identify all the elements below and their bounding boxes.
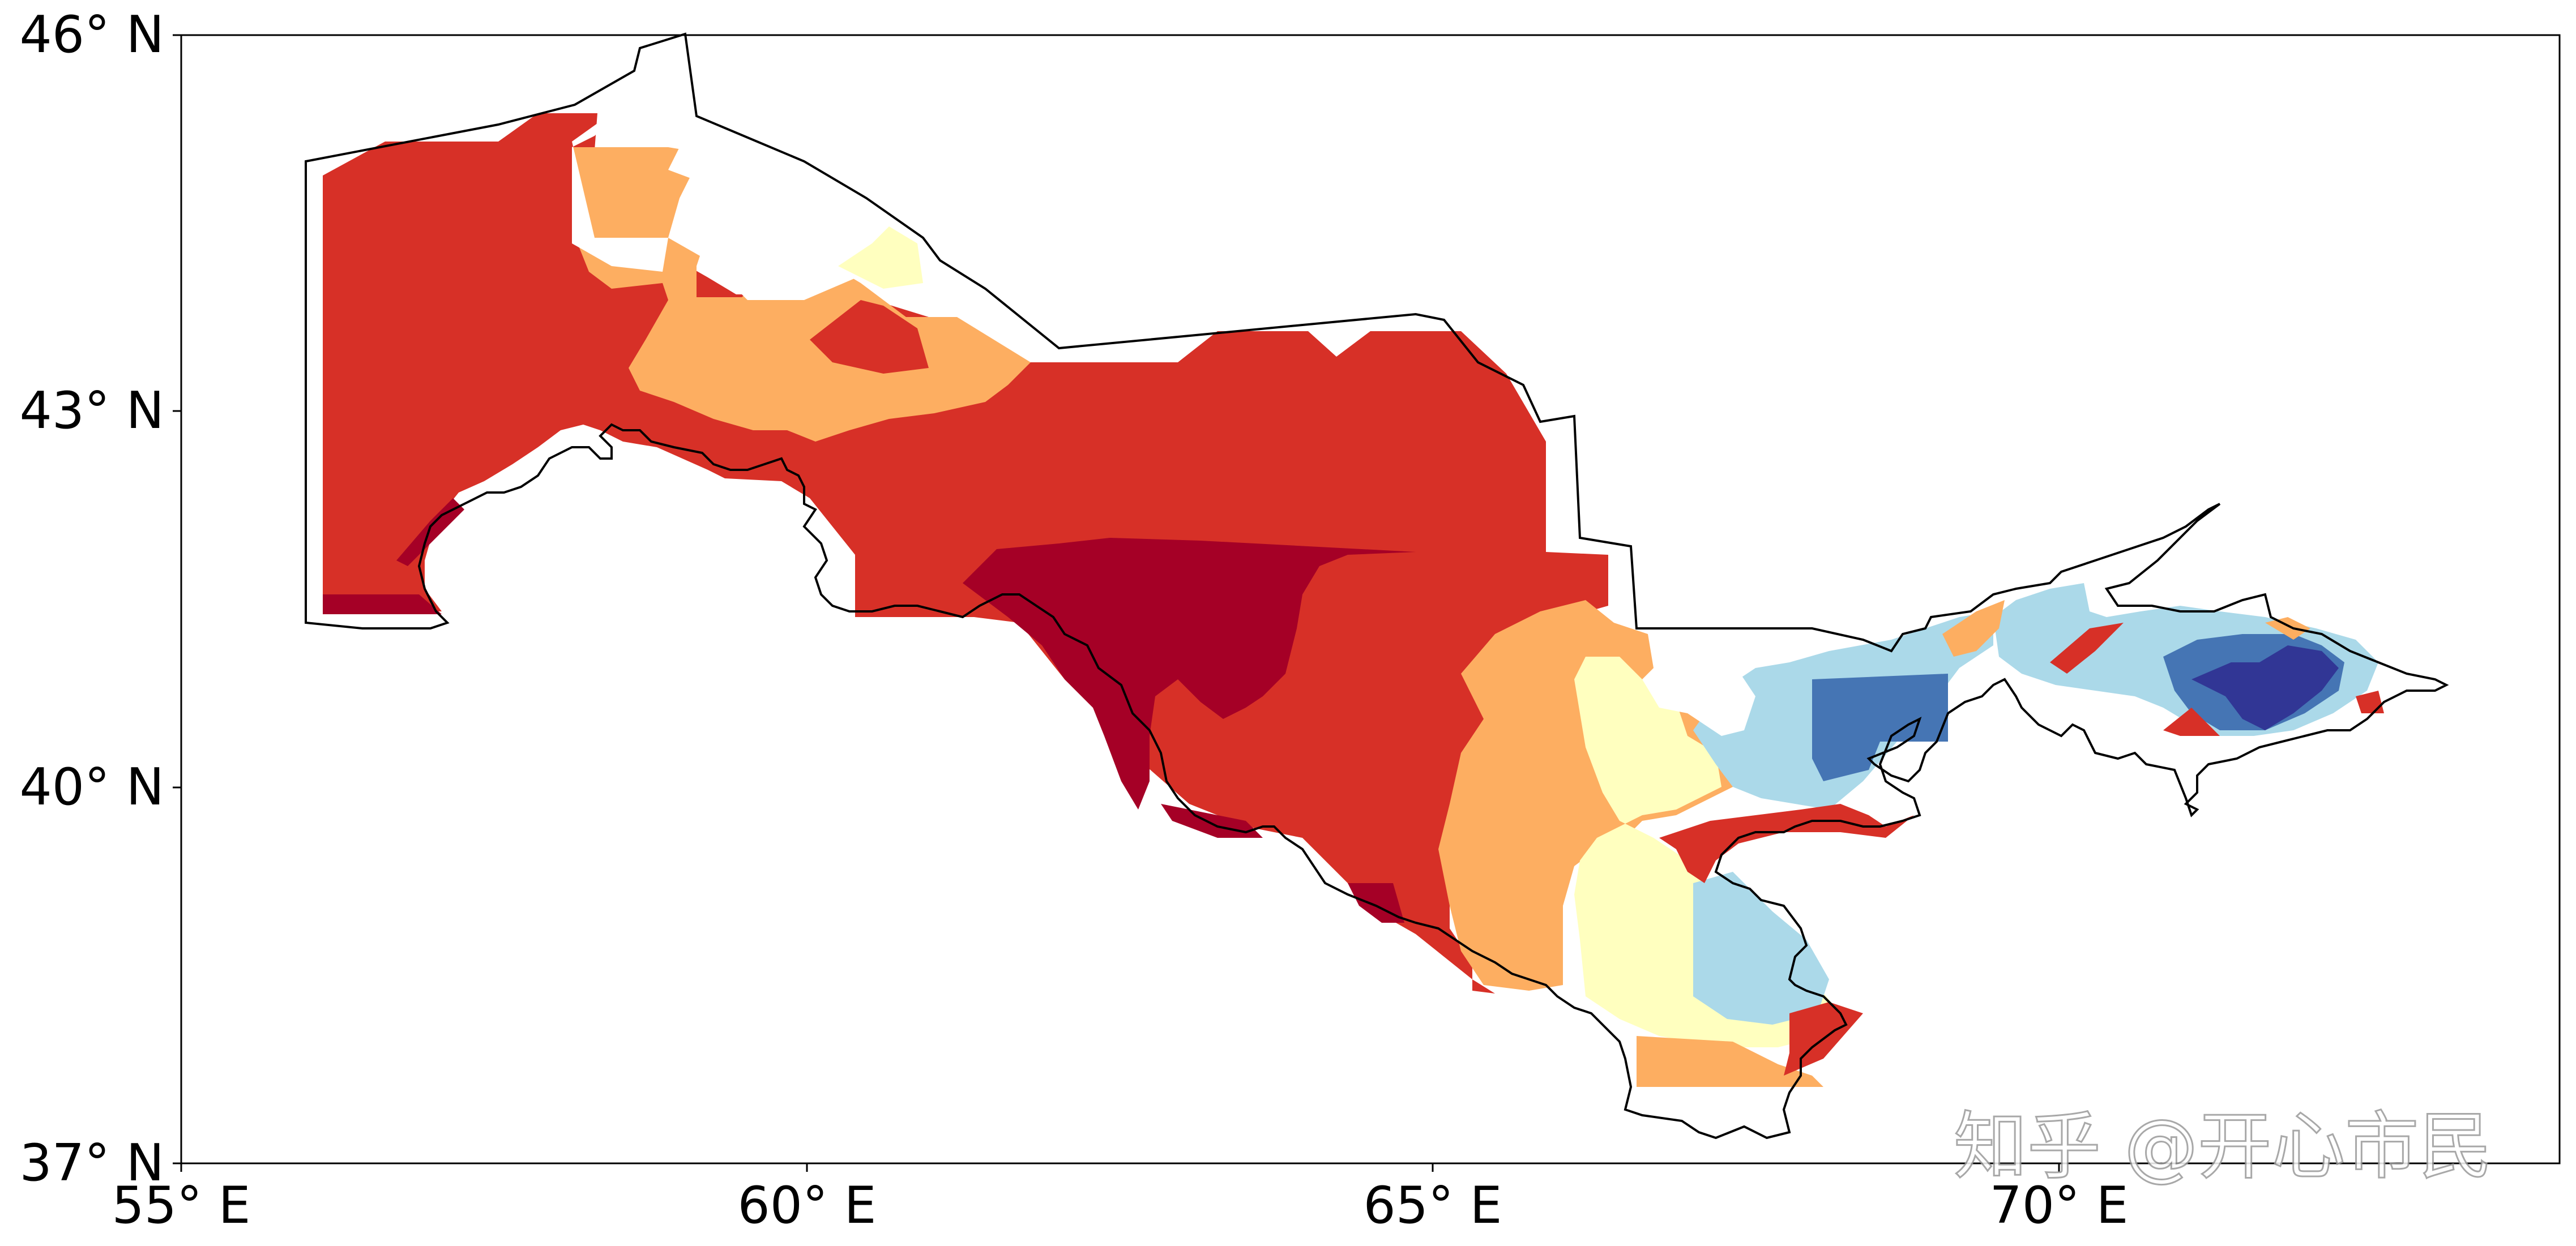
contour-region-red	[2050, 623, 2124, 674]
contour-region-red	[323, 113, 1608, 994]
contour-region-blue	[1812, 674, 1948, 781]
y-tick-label: 37° N	[20, 1133, 164, 1193]
contour-region-dark-blue	[2191, 645, 2339, 730]
x-axis: 55° E 60° E 65° E 70° E	[112, 1163, 2129, 1235]
contour-region-orange	[1942, 600, 2005, 657]
country-border	[305, 32, 2449, 1140]
watermark: 知乎 @开心市民	[1954, 1103, 2492, 1189]
contour-region-orange	[2265, 617, 2310, 640]
contour-region-unfilled	[1642, 645, 1755, 736]
contour-region-red	[810, 300, 929, 374]
x-tick-label: 65° E	[1364, 1176, 1502, 1235]
x-tick-label: 70° E	[1990, 1176, 2129, 1235]
contour-region-dark-red	[396, 498, 464, 566]
contour-fills	[323, 108, 2384, 1087]
contour-region-dark-red	[323, 594, 442, 614]
contour-region-red	[2163, 708, 2220, 736]
contour-region-light-blue	[1693, 872, 1829, 1025]
x-tick-label: 60° E	[738, 1176, 877, 1235]
y-tick-label: 43° N	[20, 381, 164, 440]
contour-region-unfilled	[572, 108, 883, 300]
y-tick-label: 46° N	[20, 5, 164, 65]
contour-region-orange	[1637, 1036, 1823, 1087]
contour-region-light-yellow	[838, 226, 923, 289]
map-axes-frame	[180, 34, 2561, 1164]
x-tick-label: 55° E	[112, 1176, 251, 1235]
contour-region-dark-red	[963, 538, 1416, 810]
contour-region-red	[1659, 804, 1914, 883]
y-tick-label: 40° N	[20, 757, 164, 817]
y-axis: 46° N 43° N 40° N 37° N	[20, 5, 181, 1193]
